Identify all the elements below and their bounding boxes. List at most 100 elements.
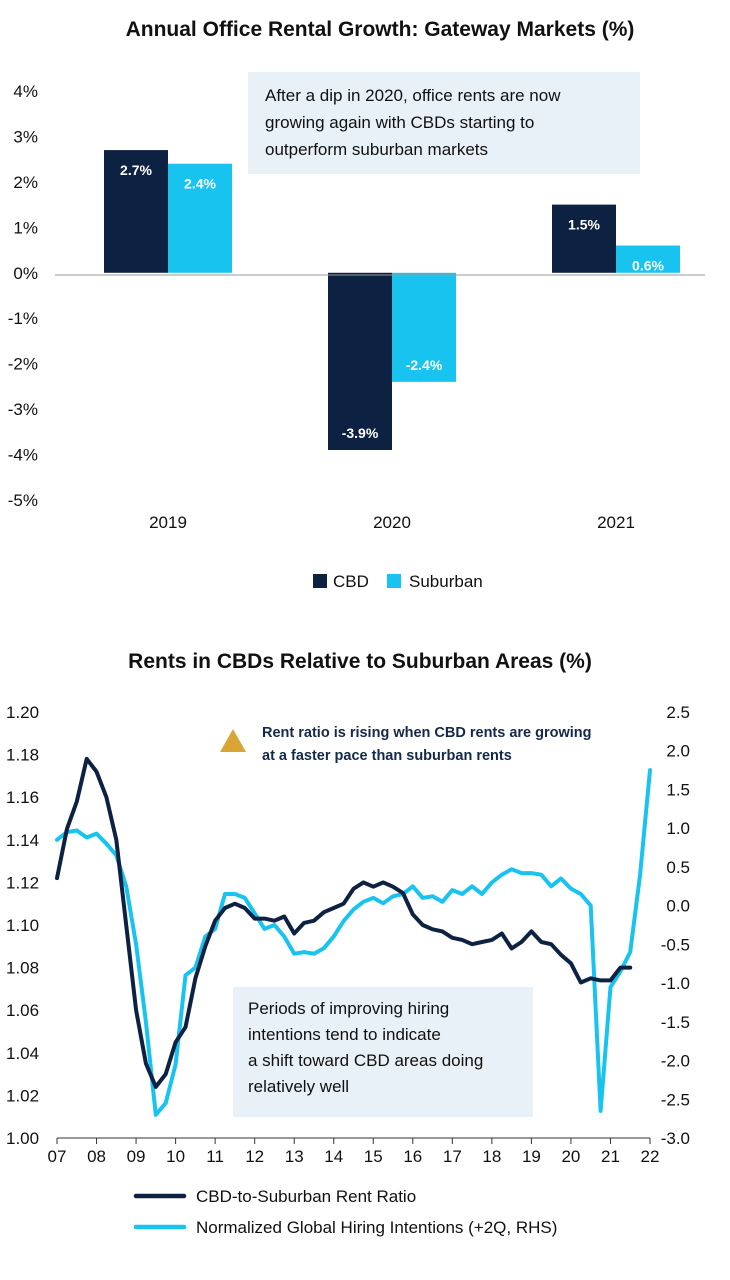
left-y-tick-label: 1.20 [6, 703, 39, 722]
bar-annotation-line-3: outperform suburban markets [265, 140, 488, 159]
bottom-annotation-line-3: a shift toward CBD areas doing [248, 1051, 483, 1070]
x-tick-label: 18 [482, 1147, 501, 1166]
bar-chart: Annual Office Rental Growth: Gateway Mar… [8, 18, 705, 591]
x-tick-label: 14 [324, 1147, 343, 1166]
bar-chart-y-axis: 4% 3% 2% 1% 0% -1% -2% -3% -4% -5% [8, 82, 38, 510]
bar-y-tick-label: 1% [13, 218, 38, 237]
legend-swatch-suburban [387, 574, 401, 588]
bottom-annotation-line-1: Periods of improving hiring [248, 999, 449, 1018]
x-tick-label: 07 [48, 1147, 67, 1166]
right-y-tick-label: -2.5 [661, 1090, 690, 1109]
bar-cbd-2020 [328, 272, 392, 451]
bar-cbd-2021 [552, 204, 616, 273]
line-chart: Rents in CBDs Relative to Suburban Areas… [6, 650, 690, 1237]
bar-x-tick-label: 2019 [149, 513, 187, 532]
x-tick-label: 16 [403, 1147, 422, 1166]
legend-label-cbd: CBD [333, 572, 369, 591]
legend-label-rent-ratio: CBD-to-Suburban Rent Ratio [196, 1187, 416, 1206]
bar-y-tick-label: 2% [13, 173, 38, 192]
bar-y-tick-label: -2% [8, 355, 38, 374]
bar-chart-x-axis: 2019 2020 2021 [149, 513, 635, 532]
left-y-tick-label: 1.12 [6, 873, 39, 892]
bar-y-tick-label: -3% [8, 400, 38, 419]
right-y-tick-label: 1.0 [666, 819, 690, 838]
right-y-tick-label: 0.5 [666, 858, 690, 877]
bar-data-label: -3.9% [342, 425, 379, 441]
x-tick-label: 10 [166, 1147, 185, 1166]
left-y-tick-label: 1.10 [6, 916, 39, 935]
bar-x-tick-label: 2020 [373, 513, 411, 532]
left-y-tick-label: 1.18 [6, 746, 39, 765]
x-tick-label: 22 [641, 1147, 660, 1166]
x-tick-label: 08 [87, 1147, 106, 1166]
right-y-tick-label: -3.0 [661, 1129, 690, 1148]
left-y-tick-label: 1.14 [6, 831, 39, 850]
bar-chart-annotation-box [248, 72, 640, 174]
triangle-marker-icon [220, 729, 246, 752]
left-y-tick-label: 1.06 [6, 1001, 39, 1020]
right-y-axis: 2.5 2.0 1.5 1.0 0.5 0.0 -0.5 -1.0 -1.5 -2.0 -2.5 -3… [661, 703, 690, 1148]
bar-data-label: 1.5% [568, 217, 600, 233]
bar-cbd-2019 [104, 150, 168, 273]
legend-label-hiring: Normalized Global Hiring Intentions (+2Q… [196, 1218, 557, 1237]
line-chart-bottom-annotation: Periods of improving hiring intentions t… [233, 987, 533, 1117]
bar-y-tick-label: -1% [8, 309, 38, 328]
left-y-tick-label: 1.00 [6, 1129, 39, 1148]
line-chart-series [55, 756, 652, 1117]
line-chart-legend: CBD-to-Suburban Rent Ratio Normalized Gl… [133, 1187, 557, 1237]
x-tick-label: 09 [127, 1147, 146, 1166]
legend-label-suburban: Suburban [409, 572, 483, 591]
bottom-annotation-line-4: relatively well [248, 1077, 349, 1096]
bottom-annotation-box [233, 987, 533, 1117]
bar-y-tick-label: 4% [13, 82, 38, 101]
x-tick-label: 15 [364, 1147, 383, 1166]
right-y-tick-label: -1.5 [661, 1013, 690, 1032]
right-y-tick-label: 2.0 [666, 742, 690, 761]
left-y-tick-label: 1.02 [6, 1086, 39, 1105]
legend-swatch-cbd [313, 574, 327, 588]
bar-suburban-2019 [168, 163, 232, 273]
left-y-axis: 1.20 1.18 1.16 1.14 1.12 1.10 1.08 1.06 1.04 1.02… [6, 703, 39, 1148]
top-annotation-line-1: Rent ratio is rising when CBD rents are … [262, 725, 592, 741]
x-tick-label: 13 [285, 1147, 304, 1166]
right-y-tick-label: 0.0 [666, 897, 690, 916]
top-annotation-line-2: at a faster pace than suburban rents [262, 748, 512, 764]
x-tick-label: 20 [561, 1147, 580, 1166]
bar-y-tick-label: -4% [8, 446, 38, 465]
x-tick-label: 21 [601, 1147, 620, 1166]
bar-chart-data-labels: 2.7% 2.4% -3.9% -2.4% 1.5% 0.6% [120, 162, 664, 441]
left-y-tick-label: 1.16 [6, 788, 39, 807]
bottom-annotation-line-2: intentions tend to indicate [248, 1025, 441, 1044]
line-chart-top-annotation: Rent ratio is rising when CBD rents are … [220, 725, 592, 764]
line-chart-x-axis: 07 08 09 10 11 12 13 14 15 16 17 18 19 20 21 22 [48, 1138, 660, 1166]
bar-x-tick-label: 2021 [597, 513, 635, 532]
bar-suburban-2021 [616, 245, 680, 273]
x-tick-label: 12 [245, 1147, 264, 1166]
bar-data-label: 2.7% [120, 162, 152, 178]
bar-annotation-line-2: growing again with CBDs starting to [265, 113, 534, 132]
right-y-tick-label: 2.5 [666, 703, 690, 722]
bar-data-label: -2.4% [406, 357, 443, 373]
x-tick-label: 19 [522, 1147, 541, 1166]
right-y-tick-label: 1.5 [666, 780, 690, 799]
bar-data-label: 2.4% [184, 176, 216, 192]
right-y-tick-label: -2.0 [661, 1052, 690, 1071]
bar-chart-title: Annual Office Rental Growth: Gateway Mar… [126, 18, 635, 41]
bar-chart-annotation: After a dip in 2020, office rents are no… [248, 72, 640, 174]
right-y-tick-label: -1.0 [661, 974, 690, 993]
right-y-tick-label: -0.5 [661, 935, 690, 954]
x-tick-label: 17 [443, 1147, 462, 1166]
bar-chart-bars [104, 150, 680, 451]
bar-suburban-2020 [392, 272, 456, 382]
bar-chart-legend: CBD Suburban [313, 572, 483, 591]
series-line-hiring-intentions [55, 768, 652, 1117]
left-y-tick-label: 1.04 [6, 1044, 39, 1063]
left-y-tick-label: 1.08 [6, 959, 39, 978]
bar-y-tick-label: -5% [8, 491, 38, 510]
bar-y-tick-label: 0% [13, 264, 38, 283]
bar-annotation-line-1: After a dip in 2020, office rents are no… [265, 86, 561, 105]
x-tick-label: 11 [206, 1147, 224, 1166]
line-chart-title: Rents in CBDs Relative to Suburban Areas… [128, 650, 592, 673]
bar-data-label: 0.6% [632, 258, 664, 274]
bar-y-tick-label: 3% [13, 127, 38, 146]
